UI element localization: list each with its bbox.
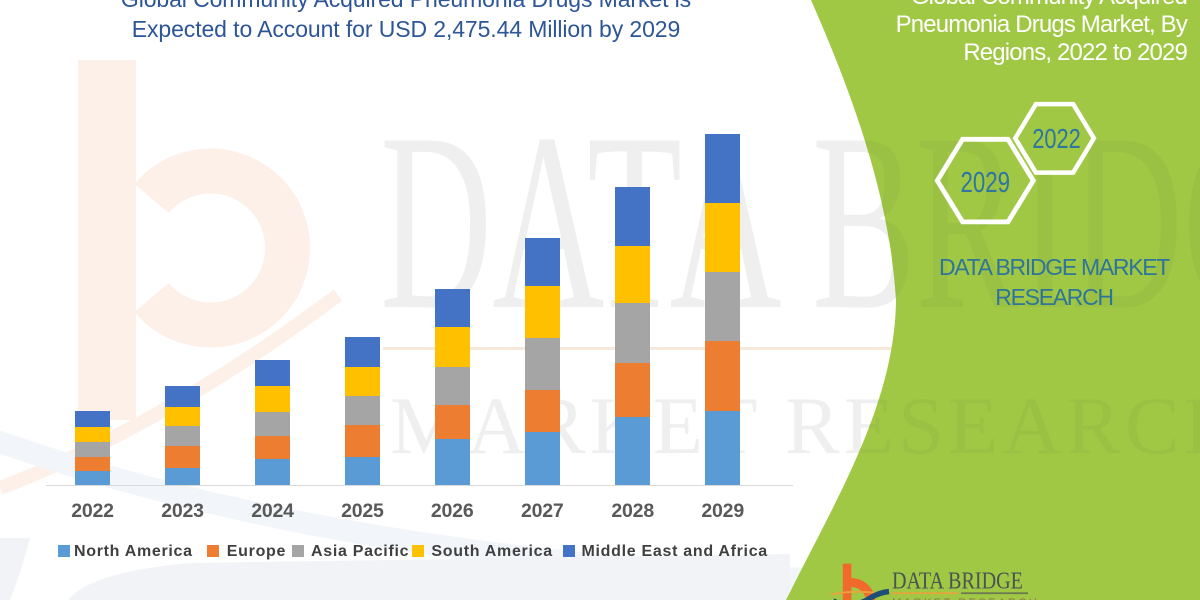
svg-text:2029: 2029 [961, 167, 1011, 199]
svg-text:MARKET RESEARCH: MARKET RESEARCH [892, 597, 1039, 600]
svg-text:DATA BRIDGE: DATA BRIDGE [892, 569, 1023, 595]
svg-text:2022: 2022 [1032, 123, 1081, 154]
svg-text:MARKET RESEARCH: MARKET RESEARCH [390, 380, 1200, 471]
